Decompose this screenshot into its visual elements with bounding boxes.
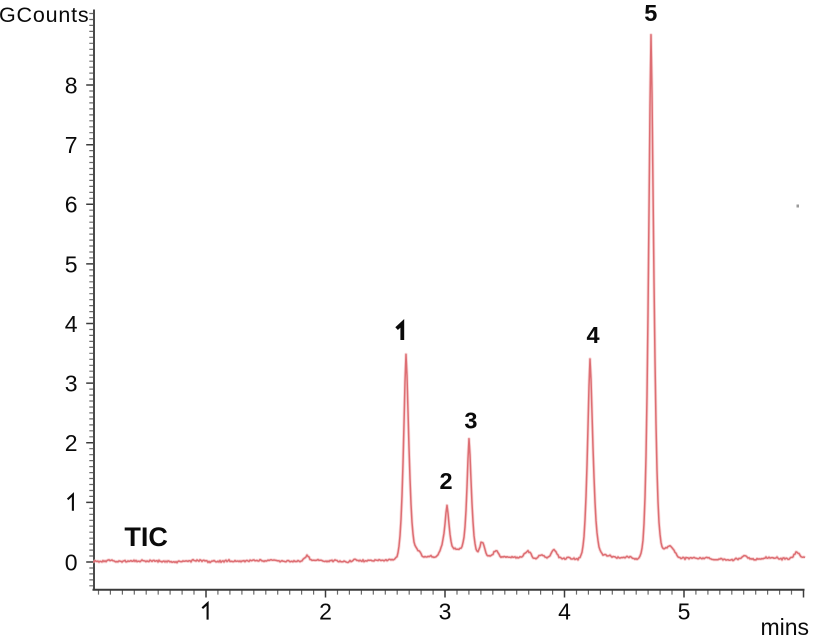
svg-text:4: 4 [558, 599, 571, 625]
svg-text:5: 5 [65, 251, 78, 277]
svg-text:3: 3 [464, 408, 477, 434]
svg-text:2: 2 [439, 468, 452, 494]
svg-text:TIC: TIC [124, 522, 167, 552]
svg-text:8: 8 [65, 72, 78, 98]
svg-text:3: 3 [65, 371, 78, 397]
svg-text:2: 2 [65, 430, 78, 456]
svg-text:6: 6 [65, 192, 78, 218]
svg-text:mins: mins [760, 614, 809, 637]
svg-text:3: 3 [439, 599, 452, 625]
svg-text:4: 4 [65, 311, 78, 337]
svg-text:GCounts: GCounts [0, 3, 89, 27]
svg-text:2: 2 [319, 599, 332, 625]
svg-text:0: 0 [65, 549, 78, 575]
svg-text:4: 4 [586, 322, 599, 348]
svg-text:5: 5 [644, 0, 657, 26]
svg-text:5: 5 [678, 599, 691, 625]
svg-text:7: 7 [65, 132, 78, 158]
